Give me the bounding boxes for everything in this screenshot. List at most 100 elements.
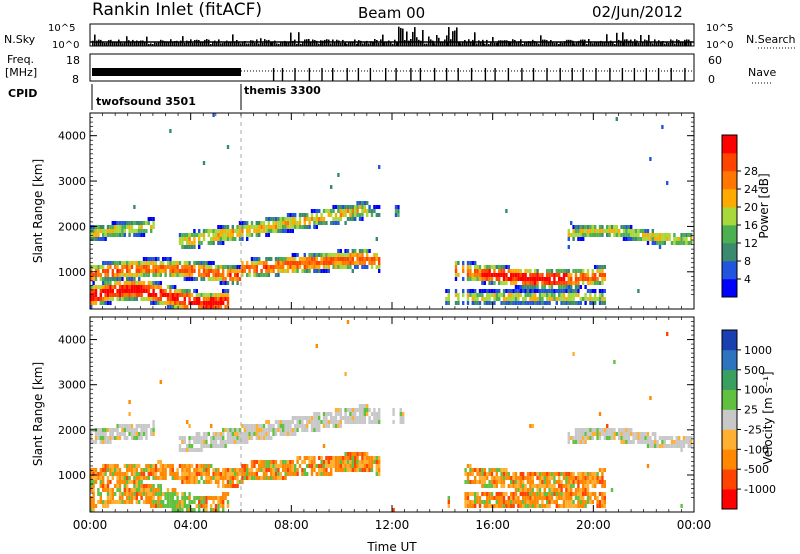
echo-cell xyxy=(471,289,474,293)
echo-cell xyxy=(109,436,112,440)
echo-cell xyxy=(322,209,326,213)
echo-cell xyxy=(126,225,129,229)
echo-cell xyxy=(265,476,268,480)
nsky-bar xyxy=(606,34,608,46)
echo-cell xyxy=(248,265,251,269)
echo-cell xyxy=(337,468,340,472)
echo-cell xyxy=(267,420,270,424)
echo-cell xyxy=(284,424,287,428)
echo-cell xyxy=(378,416,381,420)
echo-cell xyxy=(680,448,683,452)
echo-cell xyxy=(310,460,314,464)
nsky-bar xyxy=(530,41,532,46)
echo-cell xyxy=(212,241,215,245)
echo-cell xyxy=(524,301,527,305)
nsearch-tick-bottom: 10^0 xyxy=(706,40,733,51)
echo-cell xyxy=(493,265,496,269)
echo-cell xyxy=(591,476,594,480)
echo-cell xyxy=(366,452,369,456)
echo-cell xyxy=(330,456,333,460)
echo-cell xyxy=(130,261,134,265)
echo-cell xyxy=(174,504,177,508)
echo-cell xyxy=(253,432,256,436)
echo-cell xyxy=(690,444,693,448)
echo-cell xyxy=(104,472,107,476)
echo-cell xyxy=(145,257,148,261)
echo-cell xyxy=(498,476,501,480)
echo-cell xyxy=(481,500,484,504)
echo-cell xyxy=(498,293,501,297)
echo-cell xyxy=(142,424,146,428)
echo-cell xyxy=(476,301,479,305)
echo-cell xyxy=(106,492,110,496)
echo-cell xyxy=(243,225,246,229)
echo-cell xyxy=(315,420,318,424)
echo-cell xyxy=(512,269,515,273)
echo-cell xyxy=(356,464,359,468)
echo-cell xyxy=(205,500,208,504)
echo-cell xyxy=(174,472,177,476)
echo-cell xyxy=(572,269,575,273)
echo-cell xyxy=(145,496,148,500)
echo-cell xyxy=(171,293,174,297)
echo-cell xyxy=(454,289,458,293)
echo-cell xyxy=(361,456,364,460)
nsky-bar xyxy=(246,43,248,46)
nsky-bar xyxy=(648,34,650,46)
colorbar-cell xyxy=(722,261,737,280)
echo-cell xyxy=(114,233,117,237)
echo-cell xyxy=(471,468,474,472)
echo-cell xyxy=(243,436,246,440)
echo-cell xyxy=(279,432,282,436)
echo-cell xyxy=(198,468,201,472)
echo-cell xyxy=(102,500,105,504)
echo-cell xyxy=(104,293,107,297)
echo-cell xyxy=(682,436,686,440)
echo-cell xyxy=(241,480,244,484)
echo-cell xyxy=(476,496,479,500)
echo-cell xyxy=(176,261,179,265)
echo-cell xyxy=(114,273,117,277)
echo-cell xyxy=(222,225,225,229)
echo-cell xyxy=(250,464,254,468)
echo-cell xyxy=(145,273,148,277)
echo-cell xyxy=(529,496,532,500)
echo-cell xyxy=(229,428,232,432)
echo-cell xyxy=(495,273,498,277)
echo-cell xyxy=(102,436,105,440)
echo-cell xyxy=(152,281,155,285)
echo-cell xyxy=(190,448,194,452)
echo-cell xyxy=(310,428,314,432)
echo-cell xyxy=(601,504,604,508)
echo-cell xyxy=(519,500,522,504)
echo-cell xyxy=(92,472,95,476)
echo-cell xyxy=(198,504,201,508)
echo-cell xyxy=(541,273,544,277)
echo-cell xyxy=(152,301,155,305)
echo-cell xyxy=(138,277,141,281)
echo-cell xyxy=(92,277,95,281)
echo-cell xyxy=(178,233,182,237)
nsky-bar xyxy=(228,42,230,46)
echo-cell xyxy=(159,380,162,384)
echo-cell xyxy=(574,432,578,436)
echo-cell xyxy=(253,229,256,233)
echo-cell xyxy=(224,305,227,309)
echo-cell xyxy=(327,460,330,464)
echo-cell xyxy=(584,225,587,229)
echo-cell xyxy=(217,472,220,476)
echo-cell xyxy=(282,424,285,428)
echo-cell xyxy=(601,281,604,285)
echo-cell xyxy=(658,237,662,241)
echo-cell xyxy=(447,297,450,301)
echo-cell xyxy=(190,273,194,277)
echo-cell xyxy=(493,468,496,472)
echo-cell xyxy=(282,265,285,269)
echo-cell xyxy=(330,185,333,189)
echo-cell xyxy=(327,464,330,468)
echo-cell xyxy=(241,436,244,440)
nsky-bar xyxy=(486,39,488,46)
echo-cell xyxy=(102,277,105,281)
echo-cell xyxy=(507,269,510,273)
echo-cell xyxy=(562,500,566,504)
